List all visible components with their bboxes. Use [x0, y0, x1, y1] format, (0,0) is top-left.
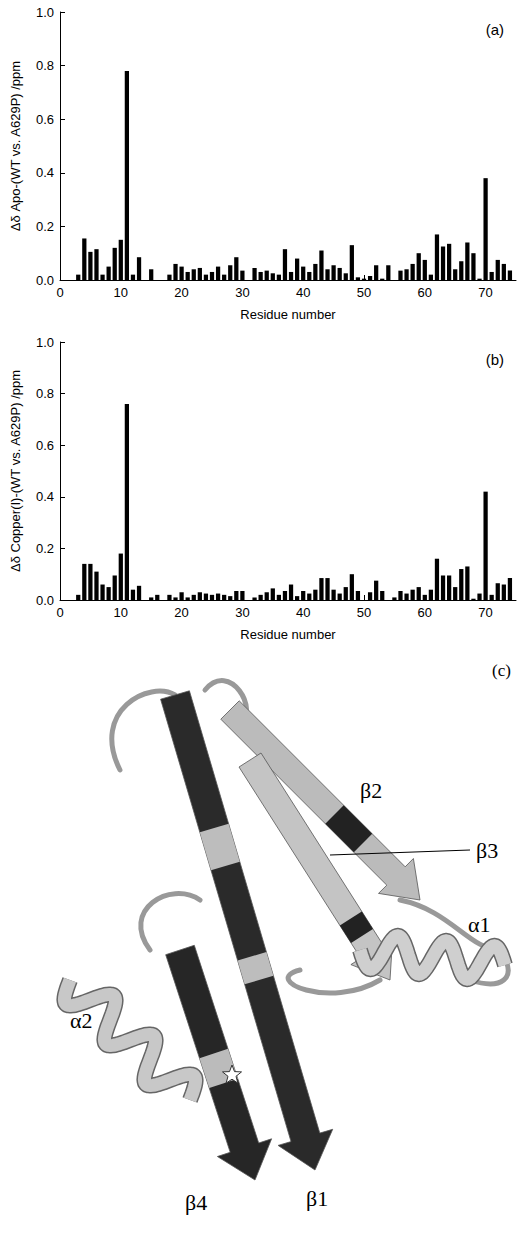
svg-text:30: 30 — [235, 605, 249, 620]
svg-text:β4: β4 — [185, 1190, 207, 1215]
svg-text:0.2: 0.2 — [36, 219, 54, 234]
svg-text:(b): (b) — [486, 351, 504, 368]
svg-text:0.6: 0.6 — [36, 438, 54, 453]
svg-text:0.0: 0.0 — [36, 273, 54, 288]
svg-text:Δδ Copper(I)-(WT vs. A629P) /p: Δδ Copper(I)-(WT vs. A629P) /ppm — [8, 370, 23, 572]
svg-text:70: 70 — [478, 285, 492, 300]
svg-text:0.4: 0.4 — [36, 489, 54, 504]
svg-text:30: 30 — [235, 285, 249, 300]
svg-text:40: 40 — [296, 285, 310, 300]
svg-text:0.8: 0.8 — [36, 386, 54, 401]
svg-text:Residue number: Residue number — [240, 307, 336, 322]
svg-text:(c): (c) — [492, 661, 511, 680]
svg-text:20: 20 — [174, 285, 188, 300]
svg-text:0: 0 — [56, 285, 63, 300]
svg-text:0.4: 0.4 — [36, 165, 54, 180]
svg-text:0.0: 0.0 — [36, 593, 54, 608]
svg-text:0.2: 0.2 — [36, 541, 54, 556]
svg-text:60: 60 — [418, 605, 432, 620]
svg-text:20: 20 — [174, 605, 188, 620]
svg-text:70: 70 — [478, 605, 492, 620]
svg-text:Residue number: Residue number — [240, 627, 336, 642]
svg-text:β1: β1 — [306, 1186, 328, 1211]
svg-text:0.8: 0.8 — [36, 58, 54, 73]
svg-text:0.6: 0.6 — [36, 112, 54, 127]
svg-text:1.0: 1.0 — [36, 335, 54, 350]
svg-text:β3: β3 — [476, 838, 498, 863]
svg-text:40: 40 — [296, 605, 310, 620]
svg-text:10: 10 — [114, 285, 128, 300]
svg-text:α1: α1 — [468, 912, 491, 937]
svg-text:(a): (a) — [486, 21, 504, 38]
svg-text:α2: α2 — [70, 1008, 93, 1033]
svg-text:50: 50 — [357, 285, 371, 300]
svg-text:β2: β2 — [360, 778, 382, 803]
svg-text:0: 0 — [56, 605, 63, 620]
svg-text:60: 60 — [418, 285, 432, 300]
svg-text:Δδ Apo-(WT vs. A629P) /ppm: Δδ Apo-(WT vs. A629P) /ppm — [8, 61, 23, 231]
svg-text:50: 50 — [357, 605, 371, 620]
svg-text:10: 10 — [114, 605, 128, 620]
svg-text:1.0: 1.0 — [36, 5, 54, 20]
